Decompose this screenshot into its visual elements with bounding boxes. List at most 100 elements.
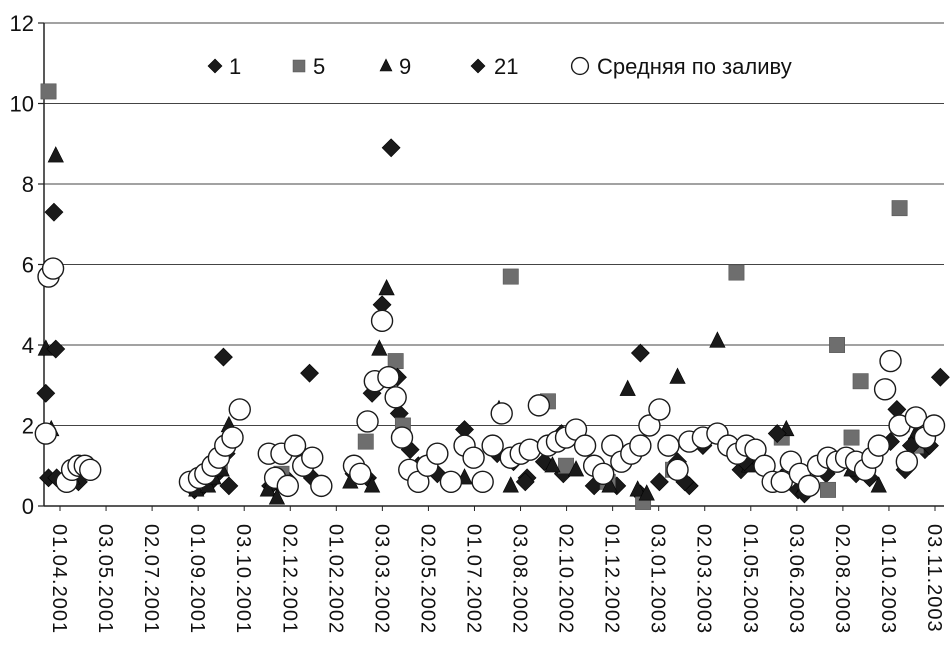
- data-point-series-3: 2003-01-22: 0.3: [638, 484, 655, 501]
- x-tick-label: 02.12.2001: [278, 524, 300, 634]
- data-point-series-5: 2002-03-12: 0.8: [349, 462, 372, 485]
- data-point-series-5: 2002-09-15: 1.4: [518, 438, 542, 461]
- data-point-series-5: 2002-07-15: 1.2: [462, 446, 485, 469]
- data-point-series-5: 2002-11-15: 1.5: [573, 434, 597, 457]
- legend-marker-2: [292, 59, 306, 73]
- x-tick-label: 02.07.2001: [140, 524, 162, 634]
- data-point-series-5: 2003-02-05: 2.4: [648, 398, 671, 421]
- data-point-series-5: 2002-06-20: 0.6: [439, 470, 463, 494]
- data-point-series-5: 2001-03-30: 1.8: [34, 422, 58, 445]
- x-tick-label: 03.10.2001: [232, 524, 254, 634]
- data-point-series-5: 2002-12-05: 0.8: [592, 462, 615, 485]
- data-point-series-3: 2001-12-10: 0.2: [268, 488, 286, 505]
- data-point-series-5: 2002-08-15: 2.3: [490, 402, 513, 425]
- y-tick-label: 8: [22, 172, 34, 197]
- data-point-series-4: 2002-09-10: 0.6: [515, 472, 535, 492]
- data-point-series-5: 2003-02-25: 0.9: [666, 458, 689, 481]
- x-tick-label: 02.05.2002: [416, 524, 438, 634]
- x-tick-label: 03.08.2002: [509, 524, 531, 634]
- data-point-series-5: 2002-09-25: 2.5: [527, 394, 551, 417]
- x-tick-label: 01.12.2002: [601, 524, 623, 634]
- data-point-series-3: 2003-10-05: 0.5: [870, 476, 887, 493]
- data-point-series-4: 2001-03-30: 2.8: [36, 383, 56, 403]
- data-point-series-3: 2002-11-05: 0.9: [567, 460, 585, 477]
- x-tick-label: 03.06.2003: [785, 524, 807, 634]
- data-point-series-3: 2002-03-25: 0.5: [363, 476, 381, 493]
- x-tick-label: 01.05.2003: [739, 524, 761, 634]
- data-point-series-5: 2001-04-07: 5.9: [41, 257, 65, 280]
- data-point-series-2: 2003-09-05: 1.7: [843, 429, 860, 446]
- legend-label-4: 21: [494, 54, 518, 79]
- data-point-series-5: 2001-10-22: 1.7: [221, 426, 244, 449]
- x-tick-label: 02.08.2003: [831, 524, 853, 634]
- data-point-series-2: 2003-09-15: 3.1: [852, 373, 869, 390]
- legend-marker-4: [470, 58, 486, 74]
- data-point-series-5: 2003-12-05: 2: [922, 414, 946, 437]
- data-point-series-3: 2003-02-25: 3.2: [669, 367, 686, 384]
- y-tick-label: 2: [22, 414, 34, 439]
- data-point-series-5: 2002-08-05: 1.5: [481, 434, 504, 457]
- grid-layer: [44, 22, 944, 426]
- legend: 1 5 9 21 Средняя по заливу: [207, 54, 792, 79]
- data-point-series-4: 2003-01-15: 3.8: [630, 343, 650, 363]
- data-point-series-2: 2003-05-01: 5.8: [728, 264, 745, 281]
- data-point-series-4: 2002-04-15: 8.9: [381, 138, 401, 158]
- data-point-series-5: 2001-12-30: 1.5: [283, 434, 307, 457]
- data-point-series-3: 2001-11-30: 0.4: [259, 480, 277, 497]
- x-tick-label: 01.02.2002: [324, 524, 346, 634]
- x-tick-label: 01.07.2002: [462, 524, 484, 634]
- points-layer: 2001-04-02: 0.72001-04-11: 0.72001-04-25…: [34, 83, 950, 510]
- data-point-series-5: 2003-02-15: 1.5: [657, 434, 680, 457]
- data-point-series-4: 2003-12-12: 3.2: [930, 367, 950, 387]
- y-tick-label: 12: [10, 11, 34, 36]
- data-point-series-4: 2003-06-15: 1.8: [767, 424, 787, 443]
- data-point-series-4: 2001-10-12: 3.7: [214, 347, 233, 367]
- data-point-series-3: 2002-04-10: 5.4: [378, 278, 395, 296]
- legend-label-5: Средняя по заливу: [597, 54, 792, 79]
- data-point-series-5: 2001-05-18: 0.9: [79, 458, 102, 481]
- legend-label-2: 5: [313, 54, 325, 79]
- data-point-series-3: 2002-08-25: 0.5: [502, 476, 519, 493]
- data-point-series-3: 2003-04-10: 4.1: [709, 331, 726, 348]
- y-tick-label: 4: [22, 333, 34, 358]
- y-tick-label: 10: [10, 92, 34, 117]
- x-tick-label: 02.03.2003: [693, 524, 715, 634]
- data-point-series-5: 2002-07-25: 0.6: [471, 470, 494, 494]
- data-point-series-2: 2003-08-20: 4: [829, 337, 846, 353]
- data-point-series-5: 2002-04-20: 2.7: [384, 386, 407, 409]
- data-point-series-5: 2003-07-20: 0.5: [797, 474, 821, 498]
- x-tick-label: 03.03.2002: [370, 524, 392, 634]
- data-point-series-5: 2002-03-20: 2.1: [356, 410, 379, 433]
- data-point-series-2: 2002-03-18: 1.6: [357, 433, 374, 450]
- data-point-series-5: 2003-10-18: 3.6: [879, 349, 902, 373]
- data-point-series-5: 2002-04-27: 1.7: [390, 426, 414, 449]
- x-tick-label: 03.11.2003: [923, 524, 945, 633]
- data-point-series-1: 2003-02-05: 0.6: [649, 472, 669, 492]
- data-point-series-3: 2002-10-10: 1: [544, 456, 561, 473]
- x-tick-label: 03.01.2003: [647, 524, 669, 634]
- data-point-series-5: 2001-12-22: 0.5: [276, 474, 300, 498]
- legend-marker-1: [207, 58, 223, 74]
- data-point-series-3: 2002-04-02: 3.9: [371, 339, 388, 356]
- data-point-series-2: 2003-08-10: 0.4: [820, 481, 836, 498]
- data-point-series-5: 2002-04-05: 4.6: [370, 309, 394, 333]
- data-point-series-5: 2003-11-05: 1.1: [895, 450, 919, 473]
- data-point-series-2: 2001-04-02: 10.3: [40, 83, 57, 100]
- data-point-series-5: 2001-10-30: 2.4: [228, 398, 251, 421]
- y-tick-label: 0: [22, 494, 34, 519]
- data-point-series-5: 2003-01-25: 2: [638, 414, 661, 437]
- data-point-series-5: 2003-10-05: 1.5: [867, 434, 890, 457]
- data-point-series-2: 2002-08-25: 5.7: [502, 268, 519, 285]
- data-point-series-4: 2001-10-18: 0.5: [219, 476, 239, 496]
- legend-marker-3: [379, 58, 393, 72]
- data-point-series-5: 2002-01-18: 1.2: [301, 446, 324, 469]
- data-point-series-5: 2002-04-12: 3.2: [377, 366, 400, 389]
- y-tick-label: 6: [22, 253, 34, 278]
- data-point-series-5: 2003-01-15: 1.5: [629, 434, 652, 457]
- x-tick-label: 03.05.2001: [94, 524, 116, 634]
- data-point-series-2: 2003-10-28: 7.4: [891, 200, 908, 217]
- data-point-series-4: 2001-04-08: 7.3: [44, 202, 64, 222]
- data-point-series-5: 2003-10-12: 2.9: [873, 378, 897, 401]
- x-tick-label: 01.09.2001: [186, 524, 208, 634]
